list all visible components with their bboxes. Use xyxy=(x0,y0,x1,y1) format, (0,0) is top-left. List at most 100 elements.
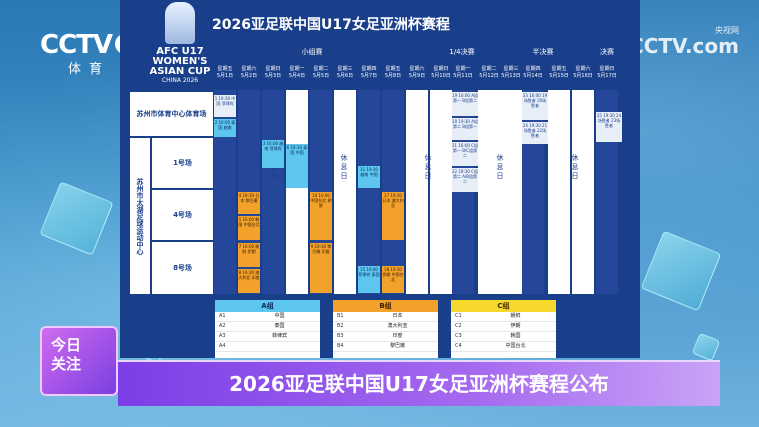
weekday-label: 星期四 xyxy=(525,66,541,72)
weekday-label: 星期日 xyxy=(433,66,449,72)
group-row: B3 印度 xyxy=(333,332,438,342)
team-name: 泰国 xyxy=(274,323,285,329)
match-cell: 23 16:00 19场胜者 20场胜者 xyxy=(522,92,548,120)
stage-sf: 半决赛 xyxy=(516,44,570,61)
seed-id: A4 xyxy=(219,343,226,349)
day-header: 星期四 5月14日 xyxy=(522,63,544,87)
seed-id: B4 xyxy=(337,343,344,349)
venue-main: 苏州市体育中心体育场 xyxy=(130,92,213,136)
rest-day-label: 休息日 xyxy=(571,154,579,180)
afc-line3: ASIAN CUP xyxy=(149,66,211,77)
group-row: B4 黎巴嫩 xyxy=(333,342,438,352)
date-label: 5月15日 xyxy=(549,73,569,79)
team-name: 韩国 xyxy=(510,333,521,339)
match-cell: 17 19:30 日本 澳大利亚 xyxy=(382,192,404,240)
date-label: 5月16日 xyxy=(573,73,593,79)
date-label: 5月5日 xyxy=(312,73,330,79)
weekday-label: 星期六 xyxy=(241,66,257,72)
day-header: 星期五 5月15日 xyxy=(548,63,570,87)
day-header: 星期二 5月12日 xyxy=(478,63,500,87)
channel-logo-text: CCTV xyxy=(40,30,113,60)
match-cell: 10 16:00 中国台北 朝鲜 xyxy=(310,192,332,240)
stage-group: 小组赛 xyxy=(210,44,414,61)
watermark-sub: 央视网 xyxy=(715,26,739,35)
weekday-label: 星期五 xyxy=(385,66,401,72)
day-column xyxy=(334,90,356,294)
day-header: 星期五 5月8日 xyxy=(382,63,404,87)
date-label: 5月9日 xyxy=(408,73,426,79)
weekday-label: 星期五 xyxy=(217,66,233,72)
afc-line1: AFC U17 xyxy=(156,46,204,57)
day-header: 星期六 5月16日 xyxy=(572,63,594,87)
day-header: 星期三 5月6日 xyxy=(334,63,356,87)
match-cell: 18 19:30 伊朗 中国台北 xyxy=(382,266,404,293)
day-header: 星期一 5月11日 xyxy=(452,63,474,87)
match-cell: 20 19:30 A组第二 B组第一 xyxy=(452,118,478,140)
match-cell: 5 16:00 韩国 中国台北 xyxy=(238,216,260,240)
group-a: A组 A1 中国 A2 泰国 A3 菲律宾 A4 xyxy=(215,300,320,358)
team-name: 菲律宾 xyxy=(271,333,287,339)
trophy-icon xyxy=(165,2,195,44)
headline-banner: 2026亚足联中国U17女足亚洲杯赛程公布 xyxy=(118,360,720,406)
team-name: 伊朗 xyxy=(510,323,521,329)
team-name: 日本 xyxy=(392,313,403,319)
weekday-label: 星期六 xyxy=(575,66,591,72)
match-cell: 25 19:30 24场胜者 23场胜者 xyxy=(596,112,622,142)
weekday-label: 星期日 xyxy=(265,66,281,72)
date-label: 5月1日 xyxy=(216,73,234,79)
watermark: 央视网 CCTV.com xyxy=(629,26,739,58)
seed-id: B2 xyxy=(337,323,344,329)
match-cell: 24 19:30 21场胜者 22场胜者 xyxy=(522,122,548,144)
group-row: A4 xyxy=(215,342,320,352)
group-row: A3 菲律宾 xyxy=(215,332,320,342)
day-header: 星期二 5月5日 xyxy=(310,63,332,87)
team-name: 中国 xyxy=(274,313,285,319)
group-row: C3 韩国 xyxy=(451,332,556,342)
field-8: 8号场 xyxy=(152,242,213,294)
group-c: C组 C1 朝鲜 C2 伊朗 C3 韩国 C4 中国台北 xyxy=(451,300,556,358)
rest-day-label: 休息日 xyxy=(424,154,432,180)
badge-line1: 今日 xyxy=(51,336,82,354)
group-row: C4 中国台北 xyxy=(451,342,556,352)
group-row: C1 朝鲜 xyxy=(451,312,556,322)
match-cell: 7 16:00 朝鲜 伊朗 xyxy=(238,243,260,267)
weekday-label: 星期五 xyxy=(551,66,567,72)
date-label: 5月8日 xyxy=(384,73,402,79)
day-header: 星期一 5月4日 xyxy=(286,63,308,87)
match-cell: 9 19:30 黎巴嫩 印度 xyxy=(310,243,332,293)
field-4: 4号场 xyxy=(152,190,213,240)
day-column xyxy=(478,90,500,294)
stage-qf: 1/4决赛 xyxy=(448,44,476,61)
match-cell: 19 16:00 A组第一 B组第二 xyxy=(452,92,478,116)
weekday-label: 星期一 xyxy=(455,66,471,72)
match-cell: 3 16:00 越南 菲律宾 xyxy=(262,140,284,168)
weekday-label: 星期二 xyxy=(313,66,329,72)
date-label: 5月11日 xyxy=(453,73,473,79)
schedule-grid: 小组赛 1/4决赛 半决赛 决赛 星期五 5月1日 星期六 5月2日 星期日 5月3日 星期… xyxy=(130,44,630,294)
seed-id: B3 xyxy=(337,333,344,339)
rest-day-label: 休息日 xyxy=(496,154,504,180)
weekday-label: 星期四 xyxy=(361,66,377,72)
group-row: A1 中国 xyxy=(215,312,320,322)
poster-title: 2026亚足联中国U17女足亚洲杯赛程 xyxy=(212,17,450,33)
day-column xyxy=(214,90,236,294)
day-column xyxy=(262,90,284,294)
seed-id: C2 xyxy=(455,323,462,329)
weekday-label: 星期三 xyxy=(337,66,353,72)
watermark-logo: CCTV.com xyxy=(629,34,739,58)
date-label: 5月12日 xyxy=(479,73,499,79)
match-cell: 8 19:30 澳大利亚 印度 xyxy=(238,269,260,293)
today-focus-badge: 今日 关注 xyxy=(40,326,118,396)
day-column xyxy=(286,90,308,294)
weekday-label: 星期二 xyxy=(481,66,497,72)
team-name: 中国台北 xyxy=(505,343,526,349)
day-column xyxy=(430,90,452,294)
date-label: 5月13日 xyxy=(501,73,521,79)
weekday-label: 星期六 xyxy=(409,66,425,72)
team-name xyxy=(239,342,320,351)
day-header: 星期三 5月13日 xyxy=(500,63,522,87)
weekday-label: 星期三 xyxy=(503,66,519,72)
day-column xyxy=(358,90,380,294)
day-column xyxy=(522,90,544,294)
day-column xyxy=(548,90,570,294)
